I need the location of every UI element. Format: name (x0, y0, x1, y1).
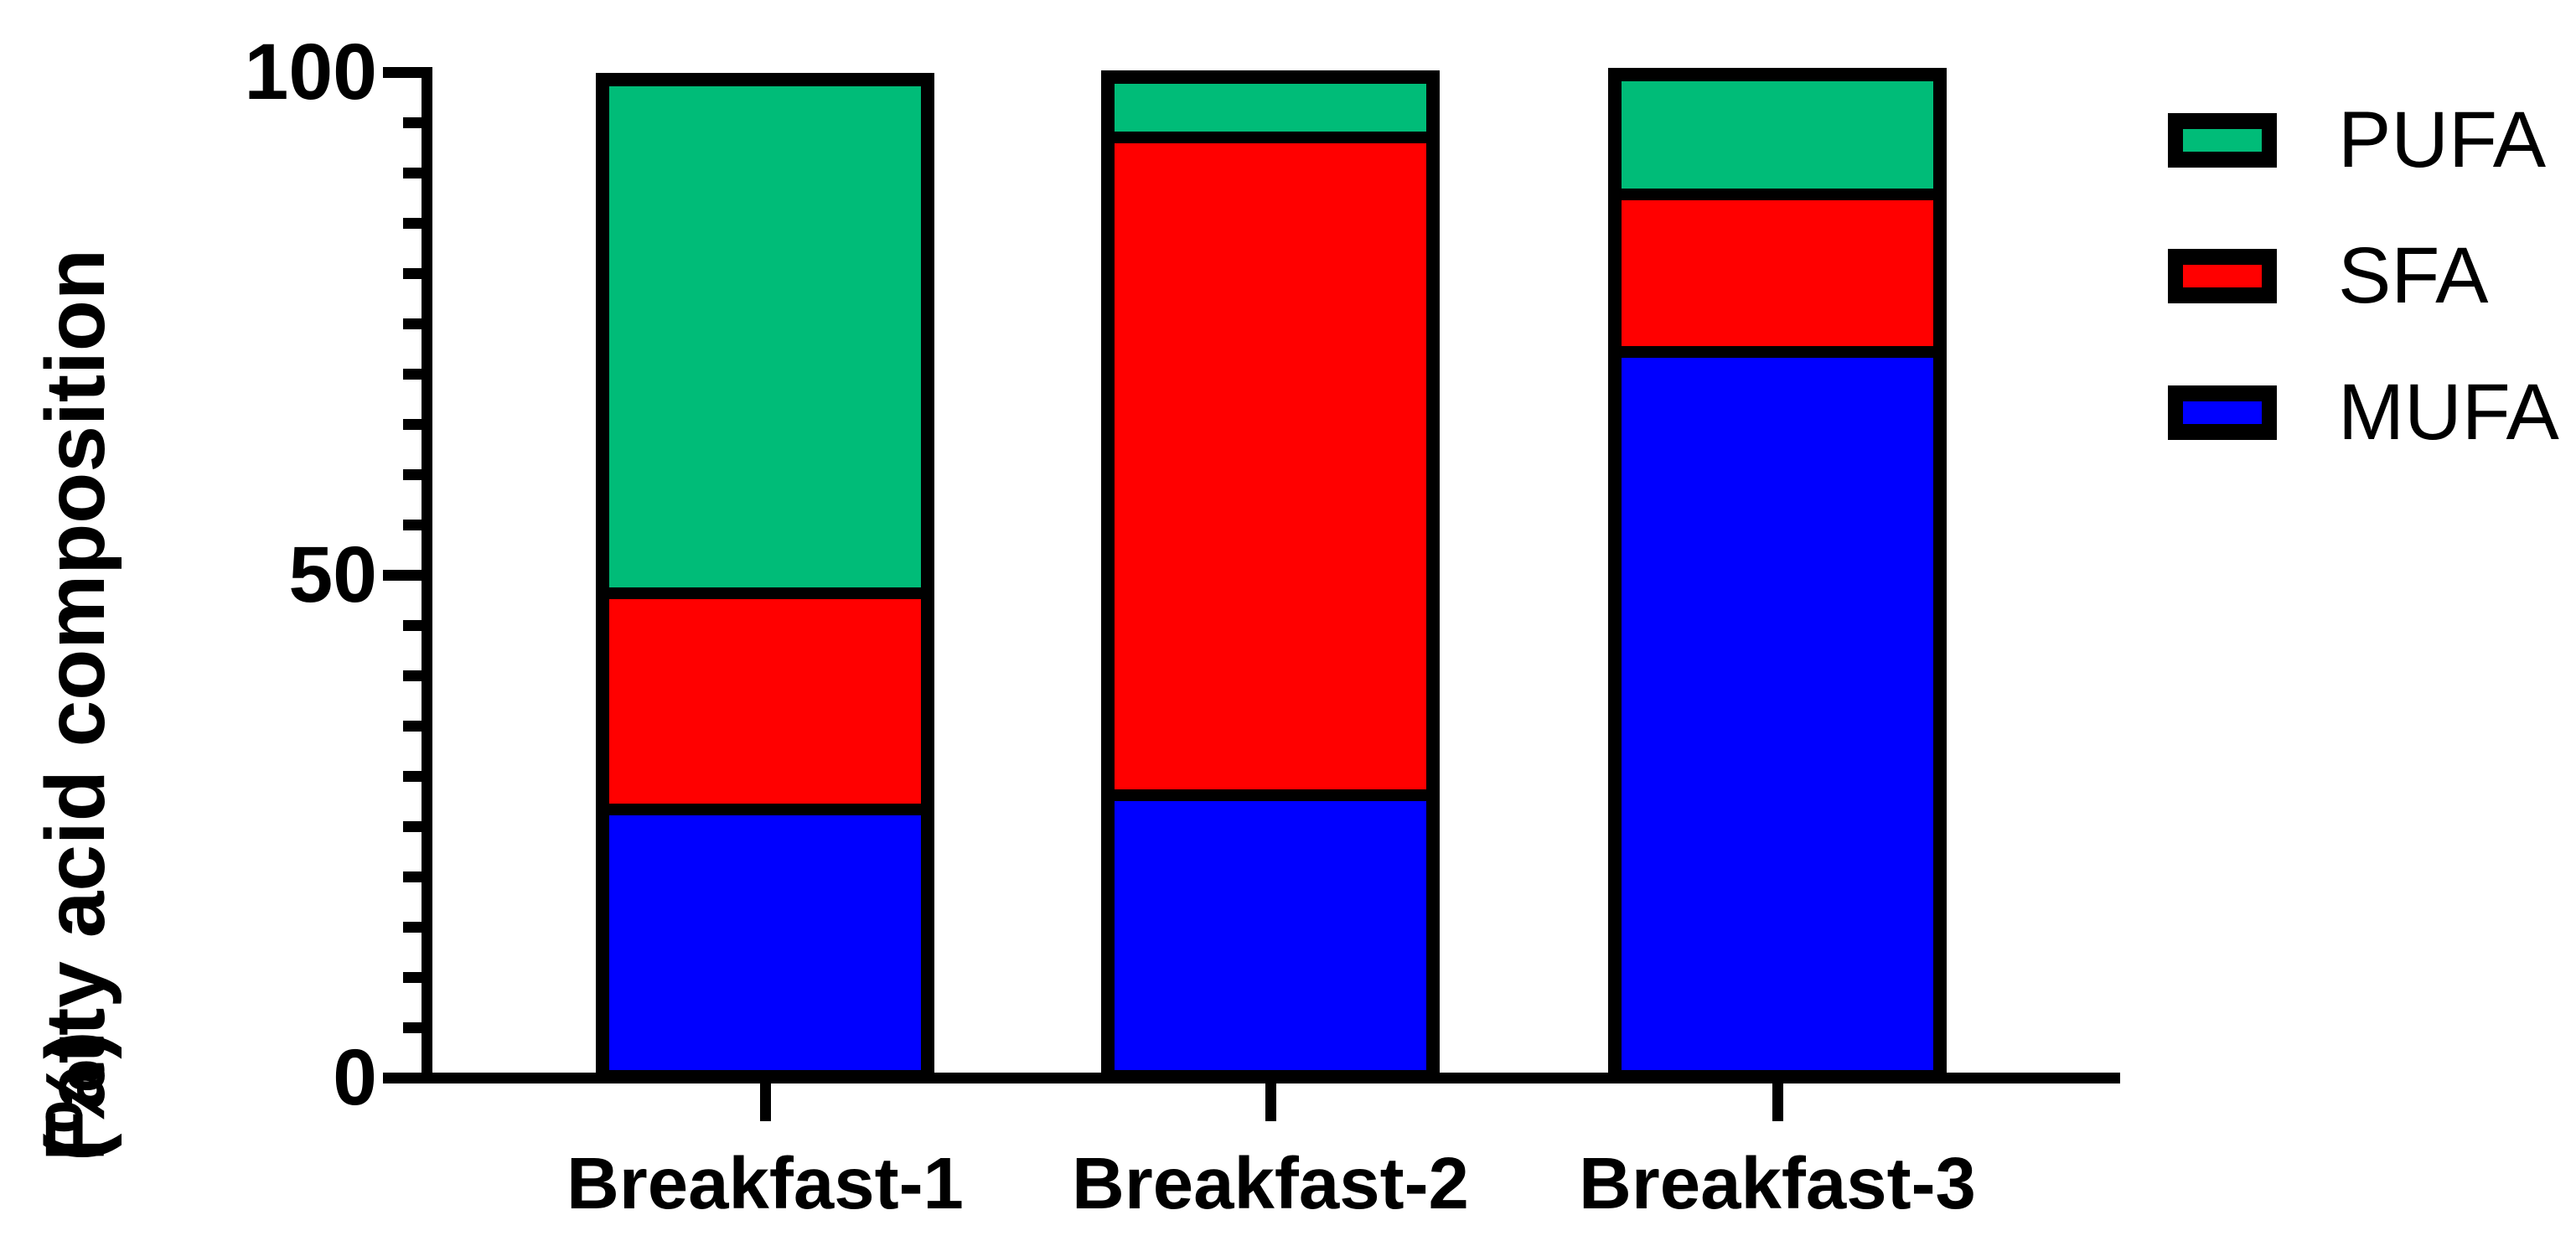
y-axis-spine (422, 67, 432, 1083)
bar-segment-sfa (609, 593, 921, 809)
y-minor-tick (403, 369, 422, 380)
bar-segment-mufa (1622, 352, 1933, 1078)
y-minor-tick (403, 871, 422, 882)
bar-segment-sfa (1622, 194, 1933, 351)
x-category-label: Breakfast-1 (566, 1143, 964, 1224)
legend-swatch-fill (2183, 401, 2262, 424)
x-axis-line (383, 1073, 2120, 1083)
x-category-tick (760, 1083, 771, 1121)
bar-frame (1608, 68, 1947, 1083)
bar-frame (1101, 70, 1440, 1083)
legend-label: MUFA (2338, 368, 2559, 457)
legend-swatch-fill (2183, 129, 2262, 152)
bar-segment-pufa (609, 86, 921, 593)
bar-segment-mufa (1115, 795, 1426, 1078)
y-minor-tick (403, 117, 422, 128)
y-minor-tick (403, 771, 422, 782)
y-minor-tick (403, 268, 422, 279)
y-minor-tick (403, 218, 422, 229)
y-minor-tick (403, 821, 422, 832)
y-minor-tick (403, 520, 422, 530)
y-minor-tick (403, 318, 422, 329)
bar-frame (596, 73, 934, 1083)
legend-label: PUFA (2338, 96, 2547, 184)
y-major-tick (383, 570, 422, 581)
x-category-label: Breakfast-2 (1072, 1143, 1469, 1224)
x-category-tick (1772, 1083, 1783, 1121)
y-major-tick (383, 67, 422, 78)
y-minor-tick (403, 620, 422, 631)
legend-label: SFA (2338, 231, 2489, 320)
y-minor-tick (403, 419, 422, 430)
bar-segment-divider (1101, 132, 1440, 143)
legend-swatch-fill (2183, 265, 2262, 287)
bar-segment-divider (1608, 346, 1947, 358)
x-category-label: Breakfast-3 (1579, 1143, 1976, 1224)
y-minor-tick (403, 469, 422, 480)
y-minor-tick (403, 922, 422, 933)
y-minor-tick (403, 972, 422, 983)
y-minor-tick (403, 670, 422, 681)
bar-segment-divider (1608, 189, 1947, 200)
bar-segment-divider (596, 804, 934, 815)
x-category-tick (1265, 1083, 1276, 1121)
bar-segment-sfa (1115, 137, 1426, 795)
y-axis-title-line1: Fatty acid composition (28, 248, 122, 1161)
bar-segment-pufa (1115, 84, 1426, 137)
y-minor-tick (403, 721, 422, 732)
bar-segment-divider (1101, 789, 1440, 801)
y-tick-label: 100 (244, 28, 377, 116)
y-tick-label: 50 (288, 530, 377, 619)
y-minor-tick (403, 168, 422, 178)
y-tick-label: 0 (333, 1033, 377, 1122)
bar-segment-pufa (1622, 81, 1933, 195)
bar-segment-divider (596, 587, 934, 599)
y-minor-tick (403, 1022, 422, 1033)
bar-segment-mufa (609, 809, 921, 1078)
